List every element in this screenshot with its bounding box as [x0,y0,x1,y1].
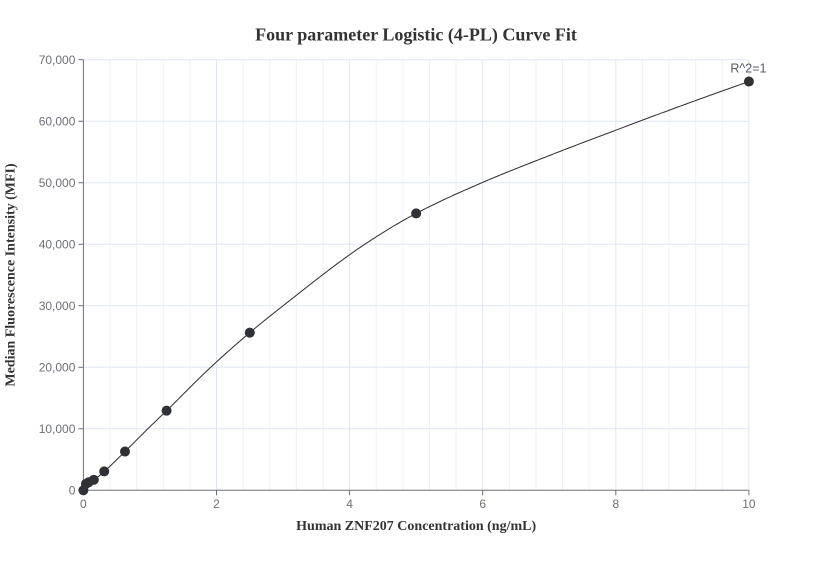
svg-text:20,000: 20,000 [39,361,76,375]
svg-text:70,000: 70,000 [39,53,76,67]
svg-text:0: 0 [80,497,87,511]
svg-text:2: 2 [213,497,220,511]
svg-text:Human ZNF207 Concentration (ng: Human ZNF207 Concentration (ng/mL) [296,519,536,534]
svg-text:6: 6 [479,497,486,511]
svg-text:10,000: 10,000 [39,422,76,436]
svg-text:40,000: 40,000 [39,238,76,252]
svg-text:Four parameter Logistic (4-PL): Four parameter Logistic (4-PL) Curve Fit [255,25,577,46]
svg-text:8: 8 [612,497,619,511]
svg-text:50,000: 50,000 [39,176,76,190]
svg-text:60,000: 60,000 [39,115,76,129]
svg-text:R^2=1: R^2=1 [730,62,766,76]
svg-text:4: 4 [346,497,353,511]
svg-text:10: 10 [742,497,756,511]
svg-text:0: 0 [69,484,76,498]
svg-text:Median Fluorescence Intensity: Median Fluorescence Intensity (MFI) [3,163,18,387]
svg-text:30,000: 30,000 [39,299,76,313]
